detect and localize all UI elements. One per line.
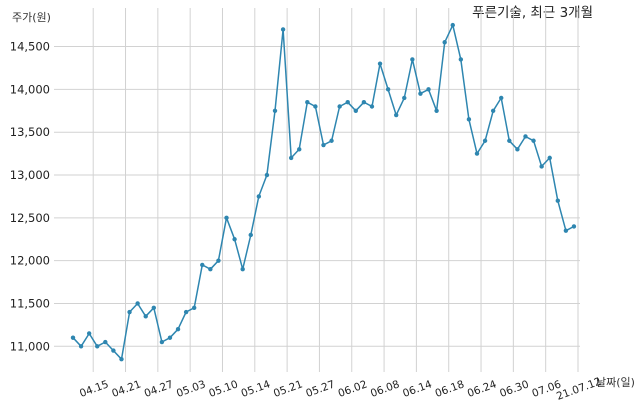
x-tick-label: 04.27 <box>143 378 175 400</box>
data-point <box>208 267 213 272</box>
series-line <box>72 24 575 360</box>
data-point <box>103 339 108 345</box>
x-tick-labels: 04.15 04.21 04.27 05.03 05.10 05.14 05.21 05.27… <box>78 376 603 403</box>
data-point <box>426 87 431 92</box>
y-gridlines <box>54 46 580 347</box>
data-point <box>264 172 270 178</box>
data-point <box>135 301 140 306</box>
data-point <box>377 61 383 66</box>
data-point <box>442 40 447 45</box>
data-point <box>280 27 286 32</box>
data-point <box>151 305 156 310</box>
data-point <box>143 314 148 319</box>
data-point <box>288 155 294 161</box>
data-point <box>167 335 173 340</box>
data-point <box>272 108 278 113</box>
data-point <box>474 151 480 156</box>
x-tick-label: 06.18 <box>434 378 466 400</box>
data-point <box>345 100 350 105</box>
data-point <box>466 117 472 122</box>
x-tick-label: 21.07.12 <box>555 376 603 403</box>
data-point <box>450 22 455 28</box>
data-point <box>337 104 342 109</box>
data-point <box>515 147 520 152</box>
x-tick-label: 06.24 <box>466 378 499 400</box>
x-tick-label: 06.30 <box>498 378 530 400</box>
data-point <box>507 138 512 143</box>
data-point <box>95 344 100 349</box>
data-point <box>297 147 302 152</box>
data-point <box>313 104 318 109</box>
data-point <box>499 95 504 101</box>
data-point <box>256 194 262 199</box>
x-tick-label: 04.15 <box>78 378 110 400</box>
y-tick-label: 14,000 <box>10 82 50 96</box>
y-tick-label: 11,000 <box>10 339 50 353</box>
x-gridlines <box>92 8 579 372</box>
data-point <box>410 57 415 62</box>
x-tick-label: 05.03 <box>175 378 207 400</box>
y-tick-label: 12,500 <box>10 211 50 225</box>
y-tick-label: 13,000 <box>10 168 50 182</box>
data-point <box>78 344 84 349</box>
data-point <box>232 237 237 242</box>
x-tick-label: 06.02 <box>337 378 369 400</box>
data-point <box>216 258 221 263</box>
y-tick-label: 11,500 <box>10 296 50 310</box>
data-point <box>539 164 544 169</box>
y-tick-label: 12,000 <box>10 254 50 268</box>
data-point <box>490 108 496 113</box>
x-tick-label: 06.08 <box>369 378 401 400</box>
y-axis-label: 주가(원) <box>12 11 51 24</box>
y-tick-label: 14,500 <box>10 40 50 54</box>
price-series <box>70 22 577 362</box>
data-point <box>547 155 552 161</box>
x-axis-label: 날짜(일) <box>596 375 635 389</box>
data-point <box>418 91 423 96</box>
data-point <box>183 309 189 315</box>
data-point <box>248 232 253 238</box>
data-point <box>434 108 439 113</box>
data-point <box>458 57 464 62</box>
data-point <box>192 305 197 310</box>
data-point <box>70 335 76 340</box>
chart-title: 푸른기술, 최근 3개월 <box>472 5 593 21</box>
x-tick-label: 05.10 <box>207 378 239 400</box>
data-point <box>482 138 488 143</box>
data-point <box>361 100 367 105</box>
data-point <box>86 331 92 336</box>
data-point <box>563 228 569 233</box>
data-point <box>240 267 245 272</box>
data-point <box>111 348 116 353</box>
data-point <box>321 142 326 148</box>
data-point <box>531 138 536 143</box>
x-tick-label: 05.27 <box>304 378 336 400</box>
data-point <box>394 112 399 118</box>
data-point <box>571 224 577 229</box>
data-point <box>305 100 310 105</box>
data-point <box>119 356 124 362</box>
data-point <box>127 309 132 315</box>
data-point <box>200 262 205 268</box>
data-point <box>369 104 375 109</box>
data-point <box>175 326 181 332</box>
x-tick-label: 05.14 <box>240 378 273 400</box>
data-point <box>523 134 528 139</box>
y-tick-label: 13,500 <box>10 125 50 139</box>
x-tick-label: 04.21 <box>110 378 142 400</box>
data-point <box>385 87 391 92</box>
data-point <box>224 215 229 221</box>
data-point <box>353 108 358 113</box>
data-point <box>329 138 334 143</box>
x-tick-label: 06.14 <box>401 378 434 400</box>
data-point <box>402 95 407 101</box>
y-tick-labels: 11,000 11,500 12,000 12,500 13,000 13,500 14,0… <box>10 40 50 354</box>
x-tick-label: 05.21 <box>272 378 304 400</box>
data-point <box>555 198 560 203</box>
data-point <box>159 339 165 345</box>
